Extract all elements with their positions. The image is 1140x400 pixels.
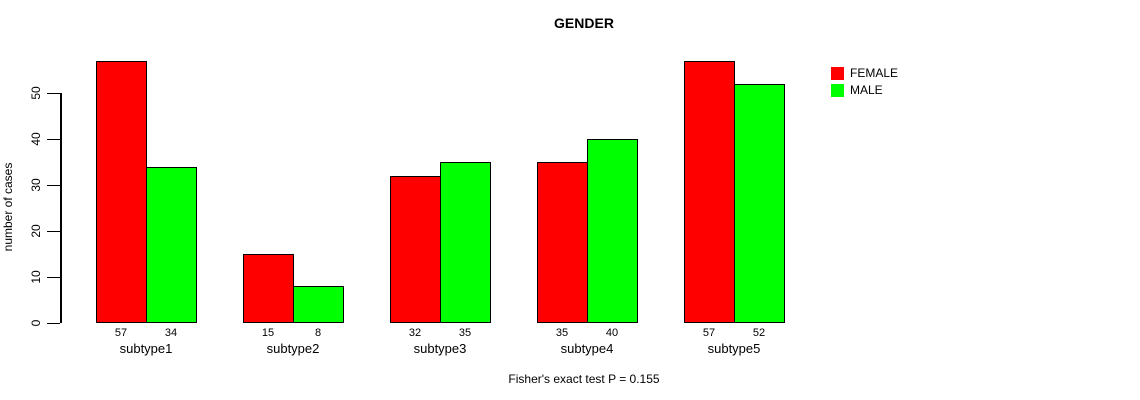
bar-value-label: 15 [261,327,275,339]
y-tick-label: 40 [29,132,43,146]
bar-female-subtype2 [243,254,294,323]
bar-female-subtype1 [96,61,147,323]
y-axis-label: number of cases [1,162,15,252]
bar-female-subtype4 [537,162,588,323]
y-axis-tick [47,184,60,186]
bar-male-subtype3 [440,162,491,323]
bar-female-subtype3 [390,176,441,323]
bar-value-label: 35 [458,327,472,339]
y-axis-tick [47,322,60,324]
bar-value-label: 40 [605,327,619,339]
x-category-label: subtype5 [707,341,761,356]
legend: FEMALE MALE [831,66,898,100]
bar-value-label: 57 [114,327,128,339]
legend-swatch-male [831,83,844,97]
legend-label: FEMALE [850,66,899,80]
y-axis-line [60,93,62,323]
fisher-test-caption: Fisher's exact test P = 0.155 [508,372,660,386]
y-axis-tick [47,230,60,232]
x-category-label: subtype4 [560,341,614,356]
y-tick-label: 30 [29,178,43,192]
x-category-label: subtype3 [413,341,467,356]
bar-value-label: 35 [555,327,569,339]
chart-title: GENDER [554,15,614,31]
legend-item-female: FEMALE [831,66,898,80]
bar-male-subtype2 [293,286,344,323]
legend-swatch-female [831,66,844,80]
y-tick-label: 10 [29,270,43,284]
bar-value-label: 34 [164,327,178,339]
y-axis-tick [47,92,60,94]
y-tick-label: 20 [29,224,43,238]
x-category-label: subtype2 [266,341,320,356]
y-tick-label: 0 [29,319,43,327]
x-category-label: subtype1 [119,341,173,356]
y-axis-tick [47,276,60,278]
bar-male-subtype4 [587,139,638,323]
bar-value-label: 52 [752,327,766,339]
bar-male-subtype1 [146,167,197,323]
legend-item-male: MALE [831,83,898,97]
bar-value-label: 32 [408,327,422,339]
bar-value-label: 8 [314,327,322,339]
legend-label: MALE [850,83,883,97]
bar-male-subtype5 [734,84,785,323]
y-axis-tick [47,138,60,140]
bar-female-subtype5 [684,61,735,323]
bar-value-label: 57 [702,327,716,339]
y-tick-label: 50 [29,86,43,100]
